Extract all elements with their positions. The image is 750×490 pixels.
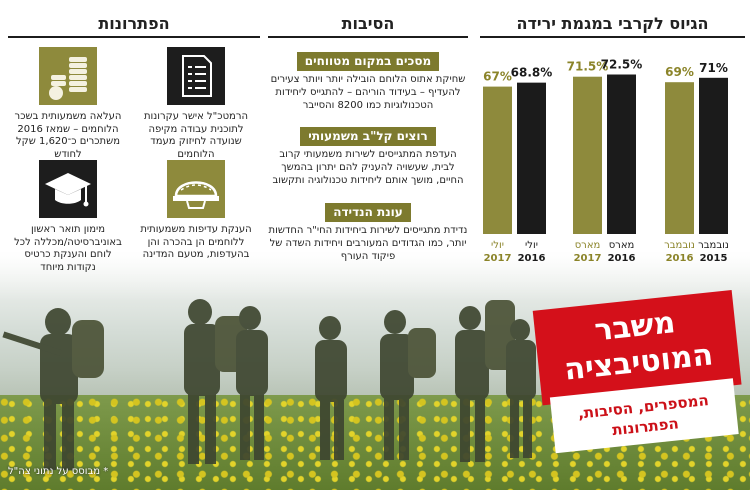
bar-month-label: נובמבר: [664, 240, 695, 251]
reasons-title: הסיבות: [341, 14, 395, 33]
bar-month-label: נובמבר: [698, 240, 729, 251]
coins-stack-icon: [39, 47, 97, 105]
bar-month-label: יולי: [491, 240, 504, 251]
bar-value-label: 71.5%: [567, 60, 609, 74]
bar-יולי-2016: [517, 82, 546, 234]
solution-item-2: הרמטכ"ל אישר עקרונות לתוכנית עבודה מקיפה…: [140, 47, 252, 161]
bar-נובמבר-2015: [699, 77, 728, 234]
bar-month-label: יולי: [525, 240, 538, 251]
chart-title-rule: [480, 36, 745, 38]
bar-יולי-2017: [483, 86, 512, 234]
reason-header-1: מסכים במקום מטווחים: [296, 52, 440, 71]
source-credit: * מבוסס על נתוני צה"ל: [8, 466, 109, 477]
bar-year-label: 2015: [700, 253, 728, 264]
bar-value-label: 68.8%: [511, 66, 553, 80]
reason-text-2: העדפת המתגייסים לשירות משמעותי קרוב לבית…: [272, 149, 464, 186]
bar-year-label: 2017: [574, 253, 602, 264]
solution-item-1: העלאה משמעותית בשכר הלוחמים – שמאז 2016 …: [12, 47, 124, 161]
soldiers-silhouettes: [2, 299, 536, 470]
bar-נובמבר-2016: [665, 82, 694, 234]
bar-year-label: 2016: [608, 253, 636, 264]
solution-text-3: מימון תואר ראשון באוניברסיטה/מכללה לכל ל…: [14, 224, 122, 273]
reason-header-3: עונת הנדידה: [325, 203, 411, 222]
bar-year-label: 2016: [666, 253, 694, 264]
solution-text-2: הרמטכ"ל אישר עקרונות לתוכנית עבודה מקיפה…: [143, 111, 249, 160]
solutions-title-rule: [8, 36, 260, 38]
reasons-title-rule: [268, 36, 468, 38]
reason-text-1: שחיקת אתוס הלוחם הובילה יותר ויותר צעירי…: [270, 74, 466, 111]
bar-מארס-2017: [573, 76, 602, 234]
solutions-title: הפתרונות: [98, 14, 170, 33]
graduation-cap-icon: [39, 160, 97, 218]
bar-month-label: מארס: [575, 240, 601, 251]
solution-text-1: העלאה משמעותית בשכר הלוחמים – שמאז 2016 …: [14, 111, 122, 160]
bar-chart: 69% נובמבר 2016 71% נובמבר 2015 71.5% מארס 2017 7…: [483, 58, 729, 264]
chart-title: הגיוס לקרבי במגמת ירידה: [516, 14, 709, 33]
bar-value-label: 67%: [483, 70, 512, 84]
bar-year-label: 2017: [484, 253, 512, 264]
reason-header-2: רוצים קל"ב משמעותי: [300, 127, 436, 146]
bar-year-label: 2016: [518, 253, 546, 264]
helmet-icon: [167, 160, 225, 218]
solution-item-4: הענקת עדיפות משמעותית ללוחמים הן בהכרה ו…: [140, 160, 252, 262]
solution-item-3: מימון תואר ראשון באוניברסיטה/מכללה לכל ל…: [12, 160, 124, 274]
solution-text-4: הענקת עדיפות משמעותית ללוחמים הן בהכרה ו…: [140, 224, 252, 260]
reason-item-2: רוצים קל"ב משמעותי העדפת המתגייסים לשירו…: [268, 127, 468, 187]
bar-מארס-2016: [607, 74, 636, 234]
bar-value-label: 69%: [665, 65, 694, 79]
bar-month-label: מארס: [609, 240, 635, 251]
reason-item-1: מסכים במקום מטווחים שחיקת אתוס הלוחם הוב…: [268, 52, 468, 112]
document-icon: [167, 47, 225, 105]
bar-value-label: 72.5%: [601, 58, 643, 72]
reason-text-3: נדידת מתגייסים לשירות ביחידות החי"ר החדש…: [268, 225, 468, 262]
bar-value-label: 71%: [699, 61, 728, 75]
headline-block: משבר המוטיבציה המספרים, הסיבות, הפתרונות: [532, 289, 748, 460]
reason-item-3: עונת הנדידה נדידת מתגייסים לשירות ביחידו…: [268, 203, 468, 263]
